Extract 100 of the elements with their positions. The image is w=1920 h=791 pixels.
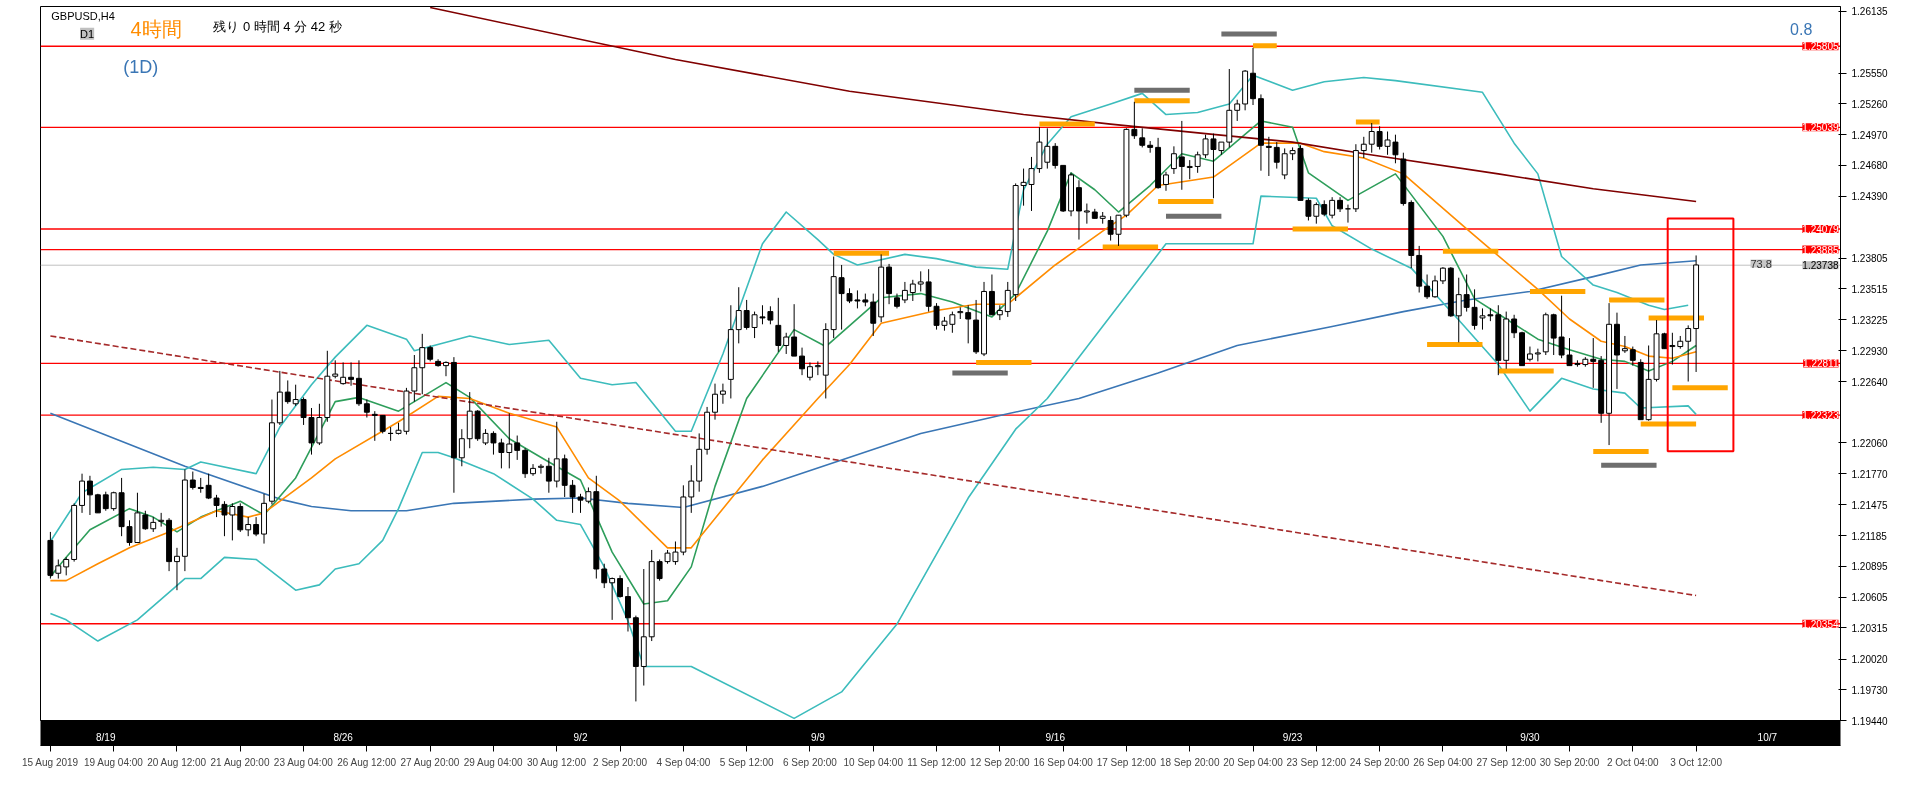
x-tick-label: 12 Sep 20:00 — [970, 756, 1031, 768]
y-tick-label: 1.20020 — [1851, 654, 1889, 666]
ref-line-label: 1.25039 — [1802, 122, 1839, 134]
candlestick — [870, 293, 877, 337]
annotation: D1 — [80, 27, 95, 40]
candlestick — [601, 563, 608, 589]
annotation: (1D) — [123, 57, 159, 78]
candlestick — [1004, 281, 1011, 318]
text: 8/19 — [96, 731, 116, 743]
y-tick-label: 1.24680 — [1851, 160, 1889, 172]
candlestick — [1083, 203, 1090, 225]
x-tick-label: 27 Aug 20:00 — [400, 756, 460, 768]
candlestick — [965, 304, 972, 344]
candlestick — [87, 475, 93, 516]
y-tick-label: 1.23515 — [1851, 283, 1889, 295]
candlestick — [617, 574, 624, 599]
x-tick-label: 19 Aug 04:00 — [83, 756, 144, 768]
candlestick — [498, 438, 505, 469]
x-tick-label: 15 Aug 2019 — [22, 756, 79, 768]
ref-line-label: 1.23885 — [1802, 244, 1839, 256]
candlestick — [719, 383, 726, 405]
y-tick-label: 1.21475 — [1851, 499, 1889, 511]
text: 8/26 — [333, 731, 354, 743]
x-tick-label: 20 Aug 12:00 — [147, 756, 207, 768]
y-tick-label: 1.22060 — [1851, 437, 1889, 449]
candlestick — [458, 428, 465, 467]
y-tick-label: 1.22640 — [1851, 376, 1889, 388]
candlestick — [174, 547, 180, 591]
candlestick — [909, 279, 916, 302]
candlestick — [1424, 274, 1431, 300]
text: 9/16 — [1045, 731, 1066, 743]
candlestick — [1629, 346, 1636, 367]
ref-line-label: 1.22323 — [1802, 410, 1839, 422]
candlestick — [1621, 335, 1628, 354]
candlestick — [411, 354, 418, 403]
x-tick-label: 18 Sep 20:00 — [1159, 756, 1220, 768]
candlestick — [237, 502, 244, 533]
candlestick — [807, 361, 813, 381]
candlestick — [553, 421, 560, 488]
candlestick — [205, 473, 212, 500]
candlestick — [1669, 332, 1676, 366]
candlestick — [1170, 145, 1177, 175]
candlestick — [688, 464, 695, 514]
line-series — [49, 195, 1697, 720]
annotation: 0.8 — [1790, 21, 1813, 39]
x-tick-label: 23 Aug 04:00 — [273, 756, 334, 768]
x-tick-label: 27 Sep 12:00 — [1476, 756, 1537, 768]
candlestick — [340, 361, 347, 386]
y-tick-label: 1.20315 — [1851, 622, 1889, 634]
ref-line-label: 1.22811 — [1803, 358, 1839, 370]
y-tick-label: 1.25550 — [1851, 68, 1889, 80]
candlestick — [102, 491, 109, 512]
y-tick-label: 1.24970 — [1851, 129, 1889, 141]
candlestick — [545, 457, 552, 494]
x-tick-label: 4 Sep 04:00 — [656, 756, 711, 768]
candlestick — [63, 556, 70, 576]
x-tick-label: 17 Sep 12:00 — [1096, 756, 1157, 768]
x-tick-label: 11 Sep 12:00 — [907, 756, 967, 768]
y-tick-label: 1.25260 — [1851, 98, 1889, 110]
candlestick — [625, 586, 631, 633]
candlestick — [1590, 337, 1597, 389]
candlestick — [1234, 99, 1241, 122]
candlestick — [506, 412, 513, 469]
candlestick — [814, 360, 821, 376]
x-tick-label: 3 Oct 12:00 — [1670, 756, 1723, 768]
text: 9/9 — [810, 731, 826, 743]
candlestick — [1076, 179, 1082, 241]
candlestick — [988, 274, 995, 316]
candlestick — [1139, 127, 1146, 148]
candlestick — [332, 359, 339, 379]
candlestick — [522, 447, 529, 479]
text: 9/2 — [573, 731, 588, 743]
candlestick — [1186, 159, 1193, 180]
candlestick — [245, 516, 252, 537]
candlestick — [514, 435, 521, 461]
candlestick — [537, 463, 544, 475]
candlestick — [901, 281, 908, 304]
candlestick — [1455, 277, 1462, 343]
candlestick — [1178, 120, 1185, 191]
candlestick — [443, 360, 449, 377]
candlestick — [379, 414, 386, 434]
y-tick-label: 1.20895 — [1851, 561, 1889, 573]
x-tick-label: 21 Aug 20:00 — [210, 756, 270, 768]
y-tick-label: 1.26135 — [1851, 6, 1889, 18]
candlestick — [1163, 171, 1169, 192]
text: 9/23 — [1282, 731, 1303, 743]
y-tick-label: 1.19440 — [1851, 715, 1889, 727]
candlestick — [712, 383, 718, 421]
chart-title: GBPUSD,H4 — [51, 10, 115, 23]
candlestick — [363, 399, 370, 419]
candlestick — [55, 558, 62, 580]
line-series — [49, 259, 1697, 512]
x-tick-label: 23 Sep 12:00 — [1286, 756, 1347, 768]
y-tick-label: 1.20605 — [1851, 592, 1889, 604]
x-tick-label: 29 Aug 04:00 — [463, 756, 524, 768]
annotation: 73.8 — [1750, 257, 1772, 270]
ref-line-label: 1.23738 — [1802, 260, 1839, 272]
candlestick — [371, 410, 378, 442]
candlestick — [783, 332, 790, 355]
candlestick — [917, 270, 924, 292]
